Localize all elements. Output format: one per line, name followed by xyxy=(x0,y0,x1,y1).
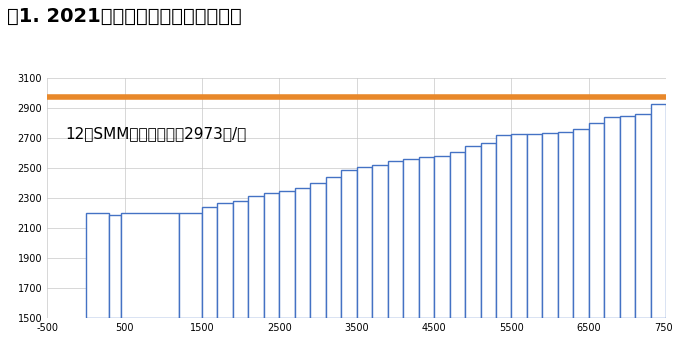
Bar xyxy=(357,167,372,318)
Bar xyxy=(279,191,295,318)
Bar xyxy=(651,104,666,318)
Bar xyxy=(496,136,511,318)
Bar xyxy=(558,132,573,318)
Bar xyxy=(264,193,279,318)
Bar xyxy=(604,118,620,318)
Bar xyxy=(481,143,496,318)
Text: 12月SMM氧化铝均价为2973元/吨: 12月SMM氧化铝均价为2973元/吨 xyxy=(66,126,247,140)
Bar xyxy=(635,114,651,318)
Bar xyxy=(120,214,179,318)
Bar xyxy=(573,128,589,318)
Bar xyxy=(403,160,419,318)
Bar xyxy=(589,122,604,318)
Bar xyxy=(109,215,120,318)
Bar xyxy=(450,152,465,318)
Bar xyxy=(233,202,248,318)
Bar xyxy=(217,203,233,318)
Bar xyxy=(341,170,357,318)
Bar xyxy=(620,116,635,318)
Bar xyxy=(326,178,341,318)
Bar xyxy=(248,196,264,318)
Bar xyxy=(527,134,542,318)
Text: 图1. 2021年四季度末氧化铝成本曲线: 图1. 2021年四季度末氧化铝成本曲线 xyxy=(7,7,242,26)
Bar xyxy=(434,156,450,318)
Bar xyxy=(542,133,558,318)
Bar xyxy=(202,207,217,318)
Bar xyxy=(465,146,481,318)
Bar xyxy=(179,213,202,318)
Bar xyxy=(310,184,326,318)
Bar xyxy=(86,213,109,318)
Bar xyxy=(419,157,434,318)
Bar xyxy=(372,166,388,318)
Bar xyxy=(388,161,403,318)
Bar xyxy=(511,134,527,318)
Bar xyxy=(295,188,310,318)
